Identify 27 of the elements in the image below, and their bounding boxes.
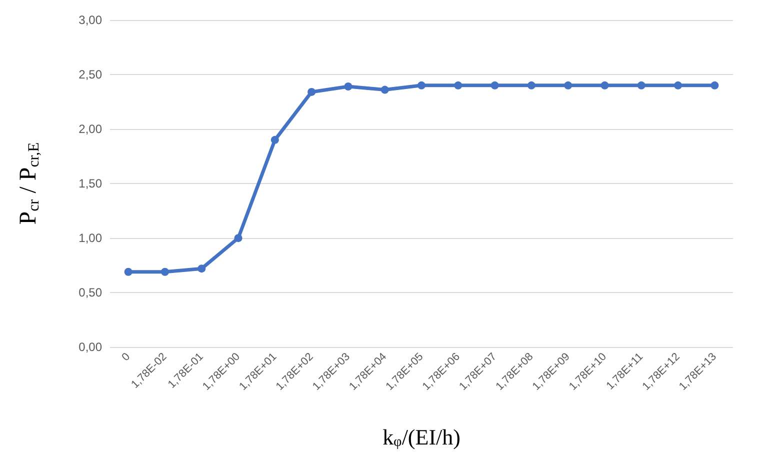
point: [344, 82, 352, 91]
y-tick-label: 0,00: [78, 340, 102, 354]
point: [308, 88, 316, 96]
point: [124, 268, 132, 276]
y-tick-label: 1,50: [78, 176, 102, 191]
point: [454, 81, 462, 90]
point: [564, 81, 572, 90]
y-tick-label: 2,50: [78, 68, 102, 82]
y-tick-label: 3,00: [78, 13, 102, 27]
point: [418, 81, 426, 90]
y-axis-title: Pcr / Pcr,E: [16, 142, 42, 225]
point: [380, 86, 389, 94]
point: [198, 264, 206, 273]
y-tick-label: 1,00: [78, 231, 102, 246]
point: [637, 81, 646, 90]
point: [234, 234, 242, 242]
y-tick-label: 2,00: [78, 122, 102, 136]
x-axis-title: kφ/(EI/h): [382, 424, 460, 450]
point: [600, 81, 609, 90]
y-tick-label: 0,50: [78, 286, 102, 300]
point: [674, 81, 682, 90]
point: [527, 81, 536, 90]
point: [160, 268, 169, 276]
point: [490, 81, 499, 90]
point: [710, 81, 719, 90]
point: [270, 136, 279, 144]
x-tick-label: 0: [120, 350, 133, 364]
